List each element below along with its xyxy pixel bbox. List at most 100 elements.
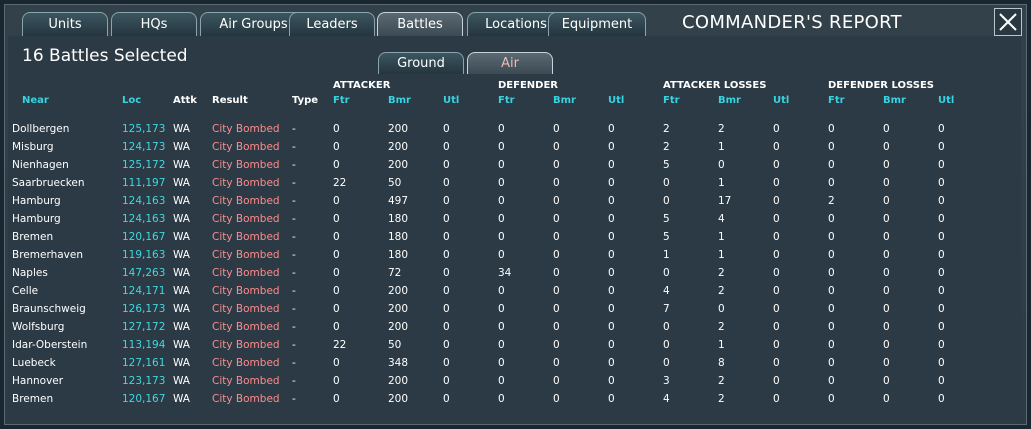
tab-battles[interactable]: Battles [377, 12, 463, 36]
cell-attacker-utl: 0 [443, 177, 450, 189]
cell-defender-losses-bmr: 0 [883, 393, 890, 405]
table-row[interactable]: Nienhagen 125,172 WA City Bombed - 0 200 0 0 0 0 5 0… [0, 156, 1031, 174]
cell-attacker-losses-ftr: 7 [663, 303, 670, 315]
cell-loc: 124,163 [122, 195, 166, 207]
cell-defender-losses-ftr: 0 [828, 375, 835, 387]
cell-defender-losses-bmr: 0 [883, 159, 890, 171]
table-row[interactable]: Idar-Oberstein 113,194 WA City Bombed - 22 50 0… [0, 336, 1031, 354]
table-row[interactable]: Dollbergen 125,173 WA City Bombed -0 200 0 0 0 0 2… [0, 120, 1031, 138]
table-row[interactable]: Braunschweig 126,173 WA City Bombed - 0 200 0 0 0… [0, 300, 1031, 318]
cell-attacker-utl: 0 [443, 249, 450, 261]
cell-attk: WA [173, 285, 190, 297]
col-attacker-losses-ftr[interactable]: Ftr [663, 95, 680, 106]
col-defender-losses-bmr[interactable]: Bmr [883, 95, 906, 106]
subtab-ground[interactable]: Ground [378, 52, 464, 74]
cell-defender-bmr: 0 [553, 267, 560, 279]
col-result[interactable]: Result [212, 95, 248, 106]
cell-defender-losses-bmr: 0 [883, 249, 890, 261]
cell-type: - [292, 267, 296, 279]
col-attacker-bmr[interactable]: Bmr [388, 95, 411, 106]
col-attk[interactable]: Attk [173, 95, 197, 106]
cell-attacker-ftr: 0 [333, 159, 340, 171]
col-attacker-ftr[interactable]: Ftr [333, 95, 350, 106]
cell-result: City Bombed [212, 231, 280, 243]
col-type[interactable]: Type [292, 95, 319, 106]
cell-defender-ftr: 0 [498, 321, 505, 333]
cell-attacker-bmr: 200 [388, 141, 409, 153]
cell-defender-ftr: 34 [498, 267, 512, 279]
cell-type: - [292, 141, 296, 153]
cell-near: Wolfsburg [12, 321, 65, 333]
cell-attacker-ftr: 0 [333, 195, 340, 207]
cell-defender-ftr: 0 [498, 231, 505, 243]
tab-hqs[interactable]: HQs [111, 12, 197, 36]
cell-defender-ftr: 0 [498, 195, 505, 207]
cell-defender-ftr: 0 [498, 249, 505, 261]
cell-result: City Bombed [212, 213, 280, 225]
table-row[interactable]: Bremerhaven 119,163 WA City Bombed - 0 180 0 0 0 0… [0, 246, 1031, 264]
col-defender-losses-ftr[interactable]: Ftr [828, 95, 845, 106]
cell-attacker-losses-bmr: 2 [718, 123, 725, 135]
col-defender-utl[interactable]: Utl [608, 95, 625, 106]
close-button[interactable] [994, 8, 1022, 36]
table-row[interactable]: Bremen 120,167 WA City Bombed -0 180 0 0 0 0 5 1 0 0 0… [0, 228, 1031, 246]
table-row[interactable]: Saarbruecken 111,197 WA City Bombed - 22 50 0 0 0… [0, 174, 1031, 192]
table-row[interactable]: Naples 147,263 WA City Bombed - 0 72 0 34 0 0 0 2 0 0 0… [0, 264, 1031, 282]
cell-result: City Bombed [212, 339, 280, 351]
table-row[interactable]: Luebeck 127,161 WA City Bombed - 0 348 0 0 0 0 0 8 0 0… [0, 354, 1031, 372]
cell-defender-ftr: 0 [498, 375, 505, 387]
table-row[interactable]: Celle 124,171 WA City Bombed -0 200 0 0 0 0 4 2 0 0 0 0 [0, 282, 1031, 300]
cell-attacker-losses-bmr: 2 [718, 321, 725, 333]
col-loc[interactable]: Loc [122, 95, 142, 106]
cell-defender-utl: 0 [608, 339, 615, 351]
col-near[interactable]: Near [22, 95, 49, 106]
cell-defender-losses-ftr: 2 [828, 195, 835, 207]
table-row[interactable]: Hamburg 124,163 WA City Bombed - 0 497 0 0 0 0 0 17 0… [0, 192, 1031, 210]
table-row[interactable]: Hannover 123,173 WA City Bombed -0 200 0 0 0 0 3 2 0… [0, 372, 1031, 390]
cell-type: - [292, 231, 296, 243]
tab-leaders[interactable]: Leaders [289, 12, 375, 36]
cell-defender-losses-bmr: 0 [883, 231, 890, 243]
cell-loc: 126,173 [122, 303, 166, 315]
cell-attacker-losses-ftr: 4 [663, 285, 670, 297]
cell-type: - [292, 339, 296, 351]
cell-defender-losses-utl: 0 [938, 231, 945, 243]
cell-defender-losses-bmr: 0 [883, 285, 890, 297]
cell-result: City Bombed [212, 303, 280, 315]
cell-loc: 111,197 [122, 177, 166, 189]
cell-result: City Bombed [212, 177, 280, 189]
tab-equipment[interactable]: Equipment [548, 12, 646, 36]
cell-defender-utl: 0 [608, 393, 615, 405]
subtab-air[interactable]: Air [467, 52, 553, 74]
col-attacker-losses-bmr[interactable]: Bmr [718, 95, 741, 106]
cell-defender-losses-utl: 0 [938, 339, 945, 351]
cell-attacker-bmr: 200 [388, 375, 409, 387]
col-defender-losses-utl[interactable]: Utl [938, 95, 955, 106]
table-row[interactable]: Hamburg 124,163 WA City Bombed - 0 180 0 0 0 0 5 4 0 0… [0, 210, 1031, 228]
cell-defender-bmr: 0 [553, 159, 560, 171]
cell-result: City Bombed [212, 285, 280, 297]
cell-near: Bremen [12, 393, 54, 405]
cell-defender-utl: 0 [608, 159, 615, 171]
cell-attacker-utl: 0 [443, 285, 450, 297]
cell-near: Luebeck [12, 357, 56, 369]
table-row[interactable]: Bremen 120,167 WA City Bombed -0 200 0 0 0 0 4 2 0 0 0… [0, 390, 1031, 408]
col-attacker-utl[interactable]: Utl [443, 95, 460, 106]
table-row[interactable]: Misburg 124,173 WA City Bombed - 0 200 0 0 0 0 2 1 0 0… [0, 138, 1031, 156]
cell-defender-bmr: 0 [553, 393, 560, 405]
col-attacker-losses-utl[interactable]: Utl [773, 95, 790, 106]
cell-defender-utl: 0 [608, 267, 615, 279]
cell-defender-losses-utl: 0 [938, 321, 945, 333]
table-row[interactable]: Wolfsburg 127,172 WA City Bombed -0 200 0 0 0 0 0 2… [0, 318, 1031, 336]
cell-attacker-utl: 0 [443, 375, 450, 387]
cell-attacker-losses-bmr: 1 [718, 339, 725, 351]
cell-attacker-losses-bmr: 2 [718, 393, 725, 405]
col-defender-ftr[interactable]: Ftr [498, 95, 515, 106]
cell-defender-losses-ftr: 0 [828, 357, 835, 369]
col-defender-bmr[interactable]: Bmr [553, 95, 576, 106]
cell-attacker-ftr: 0 [333, 123, 340, 135]
cell-attacker-ftr: 0 [333, 213, 340, 225]
cell-near: Hannover [12, 375, 64, 387]
tab-units[interactable]: Units [22, 12, 108, 36]
cell-type: - [292, 285, 296, 297]
